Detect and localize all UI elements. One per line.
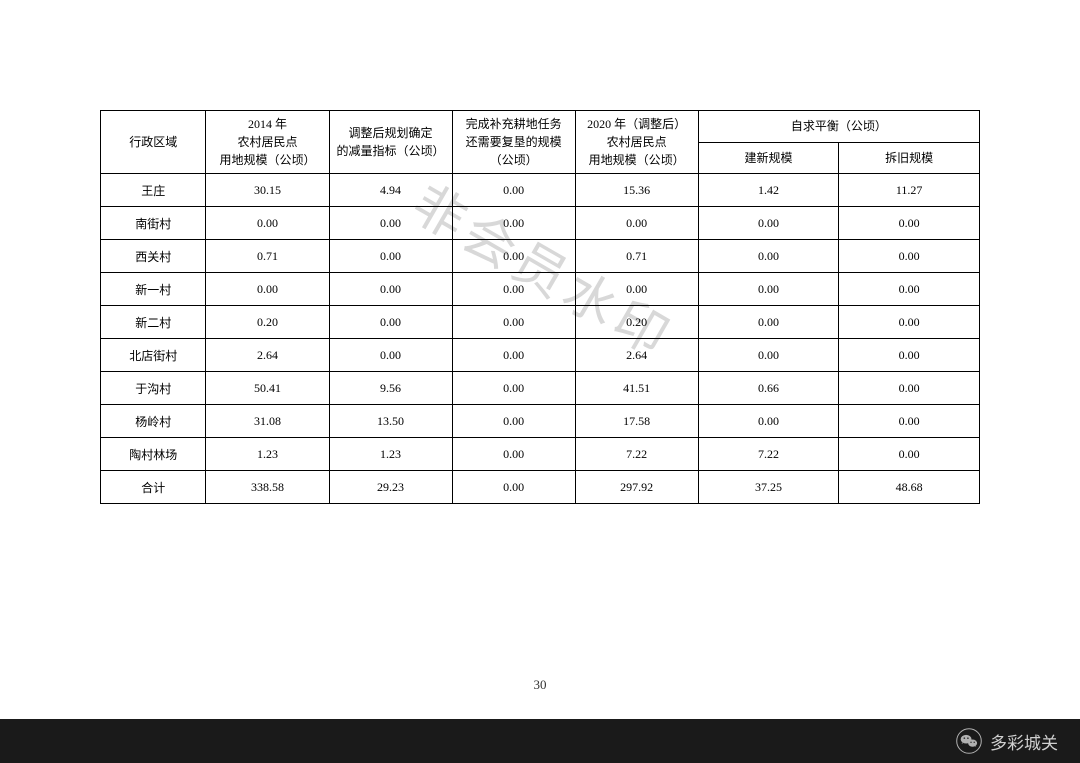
cell-y2020: 15.36 <box>575 174 698 207</box>
cell-y2020: 7.22 <box>575 438 698 471</box>
cell-region: 西关村 <box>101 240 206 273</box>
table-row: 杨岭村31.0813.500.0017.580.000.00 <box>101 405 980 438</box>
cell-bold: 0.00 <box>839 240 980 273</box>
cell-replenish: 0.00 <box>452 240 575 273</box>
cell-bnew: 0.66 <box>698 372 839 405</box>
cell-adjust: 0.00 <box>329 339 452 372</box>
cell-bold: 11.27 <box>839 174 980 207</box>
header-adjust: 调整后规划确定的减量指标（公顷） <box>329 111 452 174</box>
cell-region: 新一村 <box>101 273 206 306</box>
wechat-icon <box>956 728 982 754</box>
table-row: 新一村0.000.000.000.000.000.00 <box>101 273 980 306</box>
table-row: 北店街村2.640.000.002.640.000.00 <box>101 339 980 372</box>
cell-adjust: 0.00 <box>329 240 452 273</box>
cell-y2020: 17.58 <box>575 405 698 438</box>
cell-replenish: 0.00 <box>452 306 575 339</box>
header-balance-new: 建新规模 <box>698 142 839 174</box>
cell-y2014: 0.20 <box>206 306 329 339</box>
cell-y2020: 2.64 <box>575 339 698 372</box>
cell-bold: 0.00 <box>839 207 980 240</box>
table-row: 于沟村50.419.560.0041.510.660.00 <box>101 372 980 405</box>
bottom-bar: 多彩城关 <box>0 719 1080 763</box>
cell-replenish: 0.00 <box>452 339 575 372</box>
cell-replenish: 0.00 <box>452 372 575 405</box>
cell-replenish: 0.00 <box>452 405 575 438</box>
cell-bold: 0.00 <box>839 405 980 438</box>
cell-y2014: 0.71 <box>206 240 329 273</box>
cell-y2020: 297.92 <box>575 471 698 504</box>
header-balance-old: 拆旧规模 <box>839 142 980 174</box>
cell-replenish: 0.00 <box>452 471 575 504</box>
cell-replenish: 0.00 <box>452 174 575 207</box>
cell-region: 王庄 <box>101 174 206 207</box>
cell-y2020: 0.00 <box>575 273 698 306</box>
cell-y2014: 0.00 <box>206 273 329 306</box>
cell-adjust: 0.00 <box>329 306 452 339</box>
cell-bnew: 0.00 <box>698 207 839 240</box>
cell-bnew: 0.00 <box>698 273 839 306</box>
table-row: 王庄30.154.940.0015.361.4211.27 <box>101 174 980 207</box>
header-region: 行政区域 <box>101 111 206 174</box>
bottom-bar-label: 多彩城关 <box>990 729 1058 754</box>
cell-adjust: 9.56 <box>329 372 452 405</box>
cell-adjust: 29.23 <box>329 471 452 504</box>
cell-region: 北店街村 <box>101 339 206 372</box>
cell-y2014: 0.00 <box>206 207 329 240</box>
cell-bnew: 0.00 <box>698 405 839 438</box>
cell-bnew: 1.42 <box>698 174 839 207</box>
cell-bold: 0.00 <box>839 273 980 306</box>
cell-adjust: 0.00 <box>329 273 452 306</box>
table-row: 新二村0.200.000.000.200.000.00 <box>101 306 980 339</box>
cell-adjust: 13.50 <box>329 405 452 438</box>
cell-region: 杨岭村 <box>101 405 206 438</box>
header-2020: 2020 年（调整后）农村居民点用地规模（公顷） <box>575 111 698 174</box>
cell-y2014: 30.15 <box>206 174 329 207</box>
header-balance-group: 自求平衡（公顷） <box>698 111 979 143</box>
cell-adjust: 0.00 <box>329 207 452 240</box>
cell-y2014: 50.41 <box>206 372 329 405</box>
cell-y2014: 1.23 <box>206 438 329 471</box>
cell-y2014: 338.58 <box>206 471 329 504</box>
cell-region: 新二村 <box>101 306 206 339</box>
cell-replenish: 0.00 <box>452 438 575 471</box>
cell-bold: 0.00 <box>839 339 980 372</box>
table-row: 南街村0.000.000.000.000.000.00 <box>101 207 980 240</box>
cell-adjust: 1.23 <box>329 438 452 471</box>
page-container: 非会员水印 行政区域 2014 年农村居民点用地规模（公顷） 调整后规划确定的减… <box>0 0 1080 504</box>
cell-y2020: 0.00 <box>575 207 698 240</box>
cell-adjust: 4.94 <box>329 174 452 207</box>
table-head: 行政区域 2014 年农村居民点用地规模（公顷） 调整后规划确定的减量指标（公顷… <box>101 111 980 174</box>
header-2014: 2014 年农村居民点用地规模（公顷） <box>206 111 329 174</box>
cell-bold: 0.00 <box>839 306 980 339</box>
table-row: 合计338.5829.230.00297.9237.2548.68 <box>101 471 980 504</box>
cell-bold: 48.68 <box>839 471 980 504</box>
cell-replenish: 0.00 <box>452 273 575 306</box>
cell-bnew: 0.00 <box>698 306 839 339</box>
cell-replenish: 0.00 <box>452 207 575 240</box>
data-table: 行政区域 2014 年农村居民点用地规模（公顷） 调整后规划确定的减量指标（公顷… <box>100 110 980 504</box>
cell-y2020: 0.20 <box>575 306 698 339</box>
cell-region: 陶村林场 <box>101 438 206 471</box>
table-row: 陶村林场1.231.230.007.227.220.00 <box>101 438 980 471</box>
table-row: 西关村0.710.000.000.710.000.00 <box>101 240 980 273</box>
cell-y2020: 41.51 <box>575 372 698 405</box>
cell-region: 南街村 <box>101 207 206 240</box>
cell-y2014: 2.64 <box>206 339 329 372</box>
cell-bnew: 0.00 <box>698 339 839 372</box>
cell-y2014: 31.08 <box>206 405 329 438</box>
cell-region: 合计 <box>101 471 206 504</box>
cell-bold: 0.00 <box>839 372 980 405</box>
cell-bold: 0.00 <box>839 438 980 471</box>
page-number: 30 <box>0 677 1080 693</box>
header-replenish: 完成补充耕地任务还需要复垦的规模（公顷） <box>452 111 575 174</box>
cell-bnew: 0.00 <box>698 240 839 273</box>
header-row-1: 行政区域 2014 年农村居民点用地规模（公顷） 调整后规划确定的减量指标（公顷… <box>101 111 980 143</box>
cell-y2020: 0.71 <box>575 240 698 273</box>
table-body: 王庄30.154.940.0015.361.4211.27南街村0.000.00… <box>101 174 980 504</box>
cell-bnew: 37.25 <box>698 471 839 504</box>
cell-region: 于沟村 <box>101 372 206 405</box>
cell-bnew: 7.22 <box>698 438 839 471</box>
